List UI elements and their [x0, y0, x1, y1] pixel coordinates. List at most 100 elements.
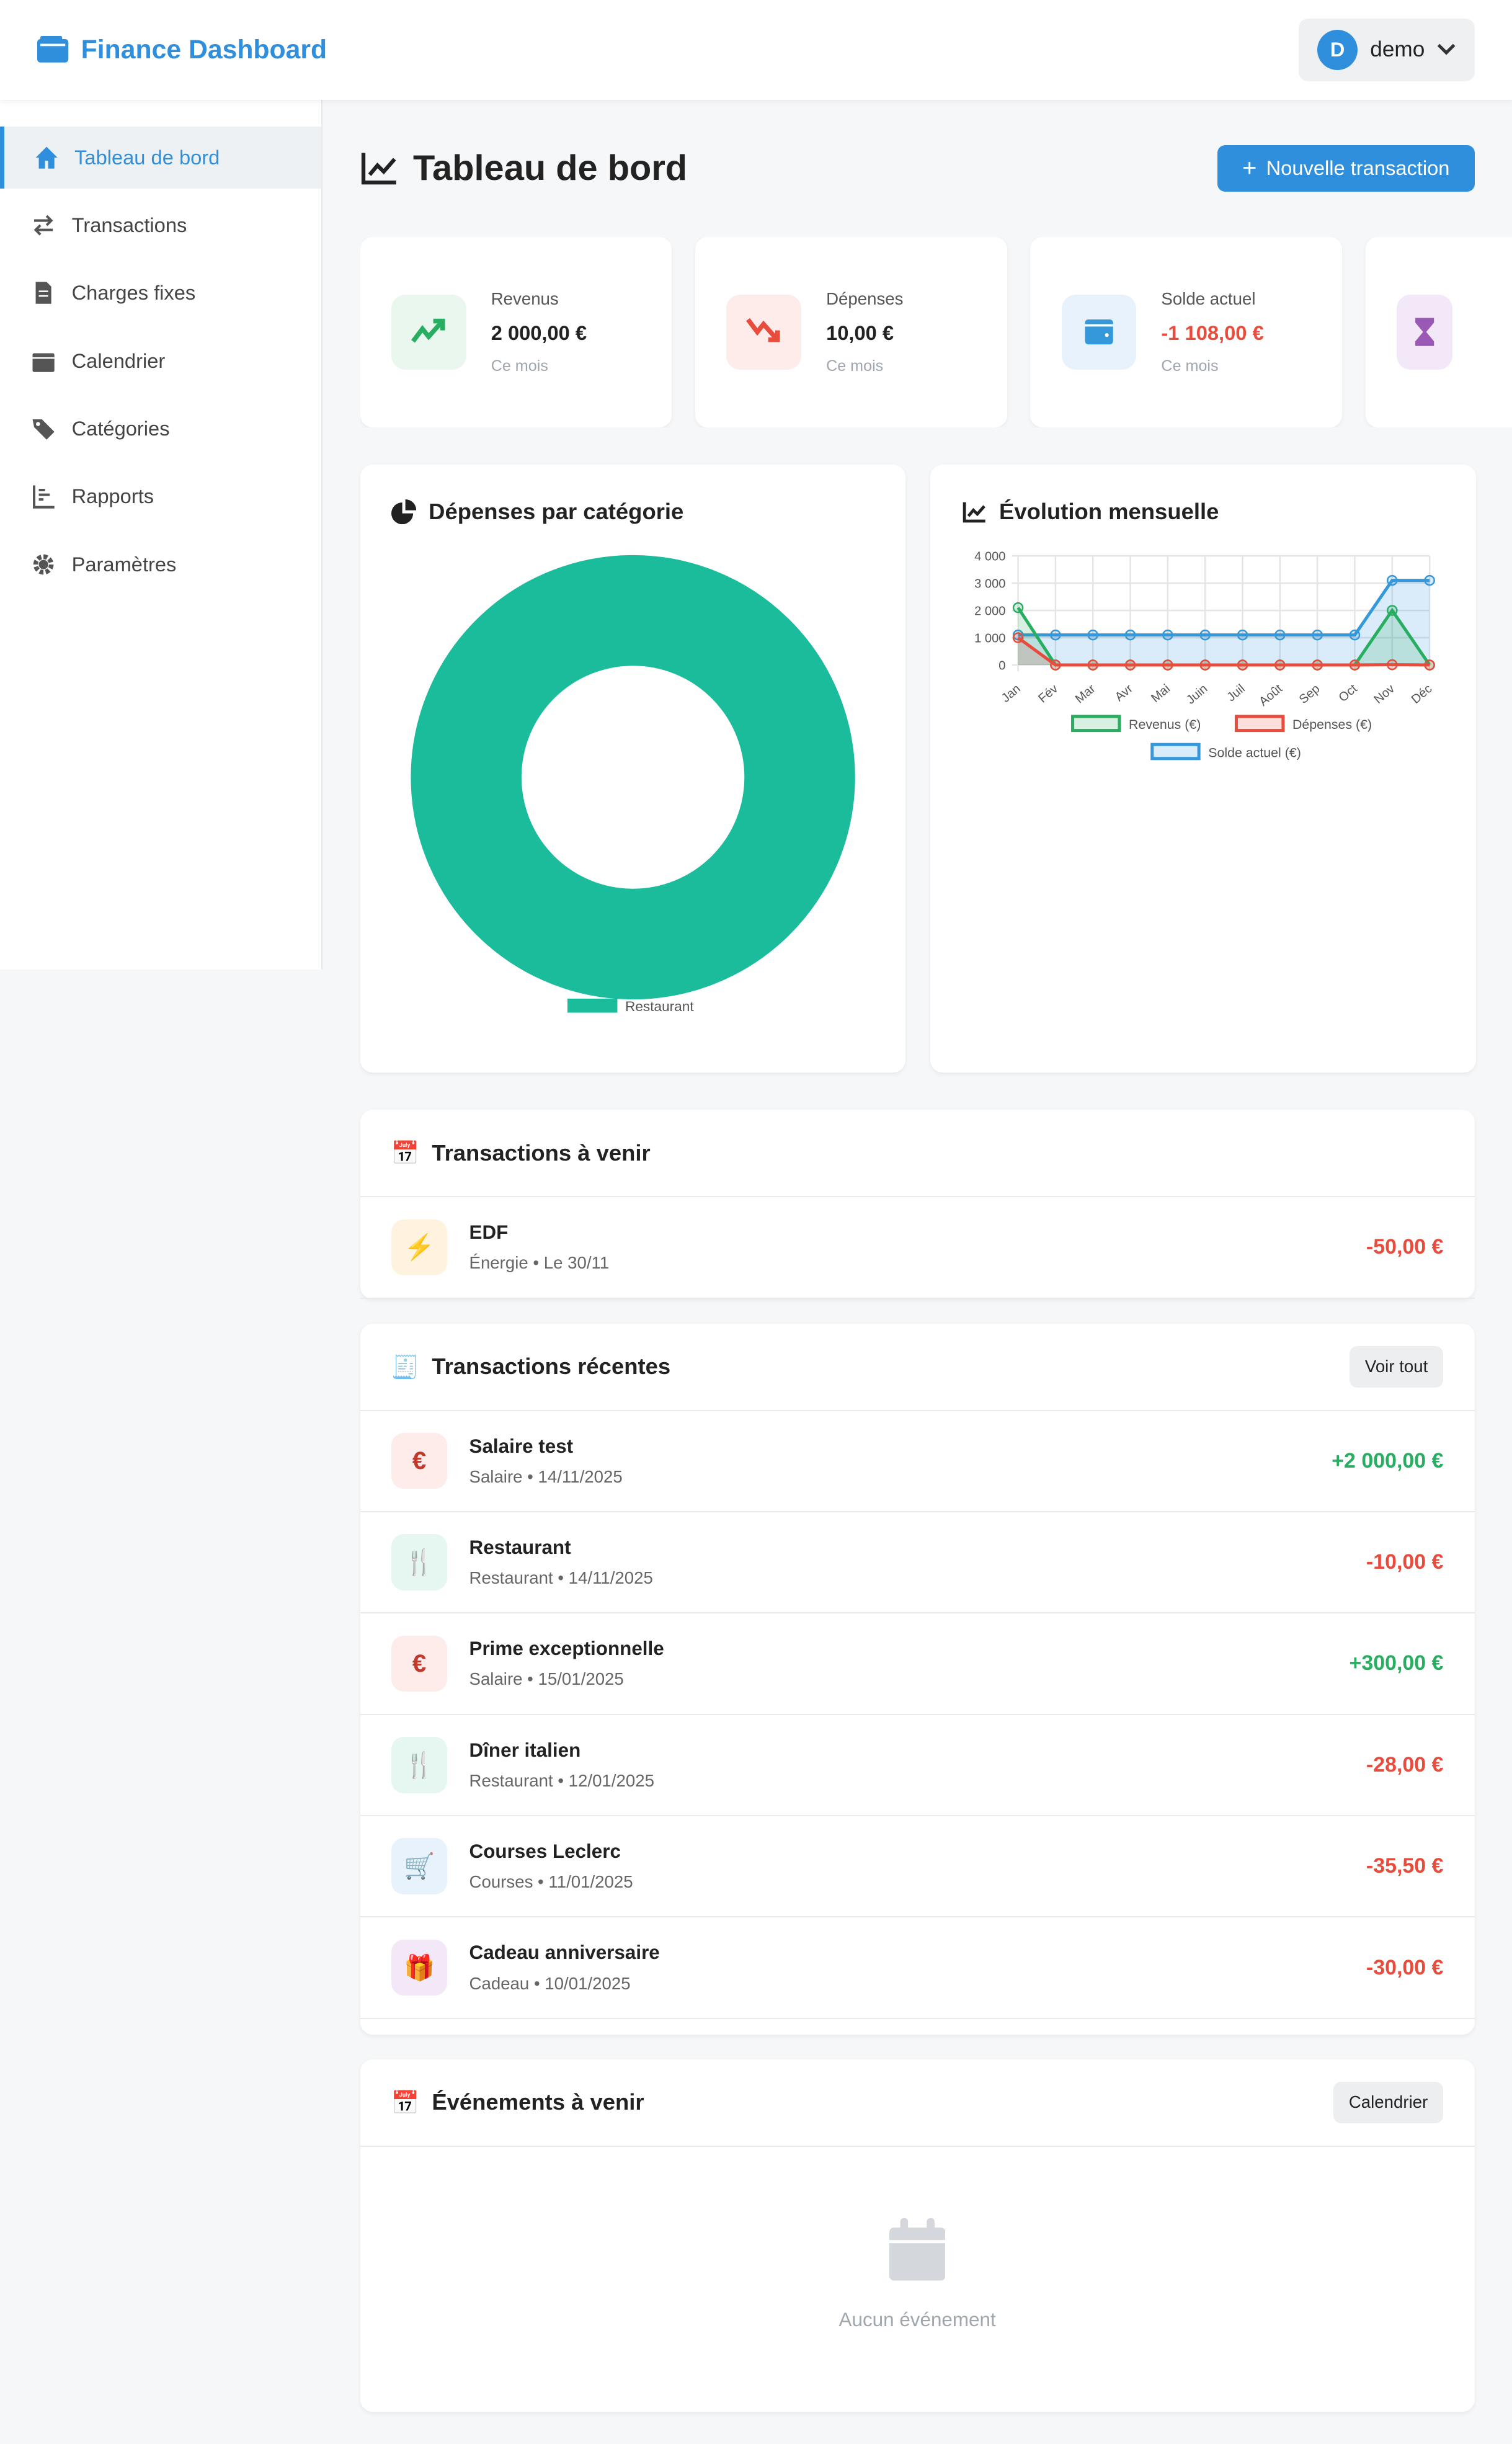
- brand-logo[interactable]: Finance Dashboard: [37, 35, 327, 65]
- data-point[interactable]: [1049, 630, 1061, 641]
- sidebar: Tableau de bord Transactions Charges fixes…: [0, 99, 323, 970]
- sidebar-item-6[interactable]: Paramètres: [0, 533, 321, 596]
- calendar-icon: 📅: [391, 1140, 420, 1166]
- revenue-card: Revenus 2 000,00 € Ce mois: [360, 237, 672, 427]
- legend-label-restaurant: Restaurant: [625, 999, 694, 1014]
- gift-icon: 🎁: [391, 1939, 448, 1996]
- data-point[interactable]: [1274, 630, 1286, 641]
- chart-line-icon: [963, 502, 985, 523]
- slice-restaurant[interactable]: [411, 555, 855, 1000]
- data-point[interactable]: [1237, 630, 1248, 641]
- hourglass-icon: [1415, 318, 1434, 346]
- app-title: Finance Dashboard: [81, 34, 327, 65]
- data-point[interactable]: [1386, 659, 1398, 671]
- cart-icon: 🛒: [391, 1838, 448, 1894]
- transaction-row[interactable]: ⚡ EDF Énergie • Le 30/11 -50,00 €: [360, 1197, 1475, 1299]
- recent-transactions-panel: 🧾 Transactions récentes Voir tout € Salaire…: [360, 1323, 1475, 2035]
- upcoming-events-panel: 📅 Événements à venir Calendrier Aucun évén…: [360, 2059, 1475, 2412]
- empty-calendar-icon: [889, 2218, 946, 2281]
- sidebar-item-label: Calendrier: [71, 349, 166, 372]
- data-point[interactable]: [1012, 632, 1024, 644]
- data-point[interactable]: [1237, 659, 1248, 671]
- data-point[interactable]: [1349, 630, 1360, 641]
- data-point[interactable]: [1423, 575, 1435, 586]
- data-point[interactable]: [1423, 659, 1435, 671]
- legend-swatch[interactable]: [1070, 715, 1121, 733]
- data-point[interactable]: [1124, 659, 1136, 671]
- exchange-icon: [33, 215, 53, 236]
- upcoming-transactions-panel: 📅 Transactions à venir ⚡ EDF Énergie • Le 3…: [360, 1110, 1475, 1299]
- trend-down-icon: [746, 318, 780, 342]
- sidebar-item-0[interactable]: Tableau de bord: [0, 126, 322, 189]
- sidebar-item-label: Transactions: [71, 213, 187, 237]
- x-tick-label: Jan: [999, 682, 1023, 706]
- euro-icon: €: [391, 1635, 448, 1692]
- empty-message: Aucun événement: [838, 2309, 996, 2331]
- legend-label: Dépenses (€): [1292, 717, 1372, 732]
- user-menu[interactable]: D demo: [1298, 19, 1475, 81]
- legend-swatch-restaurant: [567, 999, 618, 1013]
- sidebar-item-2[interactable]: Charges fixes: [0, 262, 321, 324]
- series-area: [1018, 581, 1430, 666]
- file-invoice-icon: [35, 282, 51, 305]
- data-point[interactable]: [1386, 575, 1398, 586]
- sidebar-item-3[interactable]: Calendrier: [0, 330, 321, 393]
- data-point[interactable]: [1386, 605, 1398, 617]
- calendar-icon: 📅: [391, 2089, 420, 2115]
- monthly-evolution-panel: Évolution mensuelle 4 000 3 000 2 000 1 000…: [930, 464, 1477, 1073]
- pending-card: [1365, 237, 1512, 427]
- transaction-row[interactable]: € Salaire test Salaire • 14/11/2025 +2 000,…: [360, 1411, 1475, 1512]
- data-point[interactable]: [1162, 630, 1173, 641]
- series-line-1: [1016, 636, 1430, 667]
- y-tick-label: 1 000: [974, 632, 1005, 646]
- data-point[interactable]: [1349, 659, 1360, 671]
- x-tick-label: Juin: [1184, 682, 1210, 708]
- legend-label: Revenus (€): [1129, 717, 1201, 732]
- data-point[interactable]: [1012, 602, 1024, 613]
- amount: -50,00 €: [1366, 1235, 1444, 1259]
- wallet-icon: [37, 35, 69, 63]
- view-all-button[interactable]: Voir tout: [1349, 1345, 1444, 1388]
- data-point[interactable]: [1049, 659, 1061, 671]
- transaction-row[interactable]: 🍴 Dîner italien Restaurant • 12/01/2025 -28…: [360, 1715, 1475, 1816]
- transaction-row[interactable]: 🎁 Cadeau anniversaire Cadeau • 10/01/2025-…: [360, 1917, 1475, 2019]
- amount: -30,00 €: [1366, 1955, 1444, 1979]
- utensils-icon: 🍴: [391, 1534, 448, 1590]
- pie-chart-icon: [391, 499, 417, 525]
- x-tick-label: Août: [1256, 682, 1285, 709]
- new-transaction-button[interactable]: + Nouvelle transaction: [1217, 145, 1475, 192]
- chevron-down-icon: [1438, 44, 1456, 55]
- data-point[interactable]: [1199, 659, 1211, 671]
- data-point[interactable]: [1199, 630, 1211, 641]
- data-point[interactable]: [1087, 659, 1098, 671]
- y-tick-label: 2 000: [974, 605, 1005, 618]
- sidebar-item-1[interactable]: Transactions: [0, 194, 321, 257]
- x-tick-label: Déc: [1408, 682, 1434, 707]
- data-point[interactable]: [1162, 659, 1173, 671]
- transaction-row[interactable]: € Prime exceptionnelle Salaire • 15/01/202…: [360, 1613, 1475, 1715]
- sidebar-item-5[interactable]: Rapports: [0, 465, 321, 528]
- y-tick-label: 0: [998, 659, 1005, 673]
- amount: -35,50 €: [1366, 1854, 1444, 1878]
- data-point[interactable]: [1124, 630, 1136, 641]
- calendar-button[interactable]: Calendrier: [1333, 2081, 1444, 2123]
- transaction-row[interactable]: 🛒 Courses Leclerc Courses • 11/01/2025 -35,…: [360, 1816, 1475, 1918]
- x-tick-label: Mar: [1072, 682, 1098, 706]
- y-tick-label: 4 000: [974, 550, 1005, 564]
- sidebar-item-4[interactable]: Catégories: [0, 398, 321, 460]
- amount: -10,00 €: [1366, 1550, 1444, 1574]
- data-point[interactable]: [1312, 630, 1323, 641]
- sidebar-item-label: Charges fixes: [71, 281, 196, 305]
- plus-icon: +: [1242, 154, 1257, 182]
- expenses-by-category-panel: Dépenses par catégorie Restaurant: [360, 464, 906, 1073]
- legend-swatch[interactable]: [1234, 715, 1285, 733]
- sidebar-item-label: Rapports: [71, 484, 154, 508]
- sidebar-item-label: Tableau de bord: [74, 145, 220, 169]
- data-point[interactable]: [1087, 630, 1098, 641]
- legend-swatch[interactable]: [1150, 743, 1201, 760]
- data-point[interactable]: [1312, 659, 1323, 671]
- line-chart: 4 000 3 000 2 000 1 000 0 Jan Fév Mar Avr Mai Juin…: [974, 550, 1435, 760]
- data-point[interactable]: [1274, 659, 1286, 671]
- transaction-row[interactable]: 🍴 Restaurant Restaurant • 14/11/2025 -10,00…: [360, 1512, 1475, 1614]
- x-tick-label: Juil: [1224, 682, 1247, 705]
